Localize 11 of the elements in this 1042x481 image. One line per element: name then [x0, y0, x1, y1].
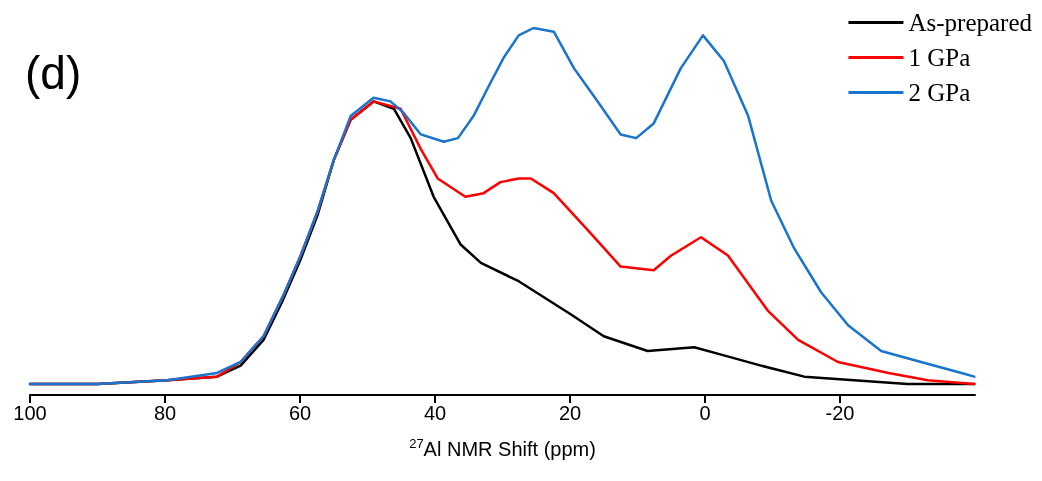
x-tick-label: 80 — [153, 402, 177, 424]
chart-title: (d) — [25, 47, 82, 99]
legend-label: 2 GPa — [908, 79, 971, 106]
x-tick-label: -20 — [825, 402, 855, 424]
legend-label: 1 GPa — [908, 44, 971, 71]
x-tick-label: 60 — [288, 402, 312, 424]
x-tick-label: 20 — [558, 402, 582, 424]
x-tick-label: 40 — [423, 402, 447, 424]
x-tick-label: 0 — [699, 402, 711, 424]
legend-label: As-prepared — [908, 9, 1033, 36]
x-tick-label: 100 — [13, 402, 47, 424]
